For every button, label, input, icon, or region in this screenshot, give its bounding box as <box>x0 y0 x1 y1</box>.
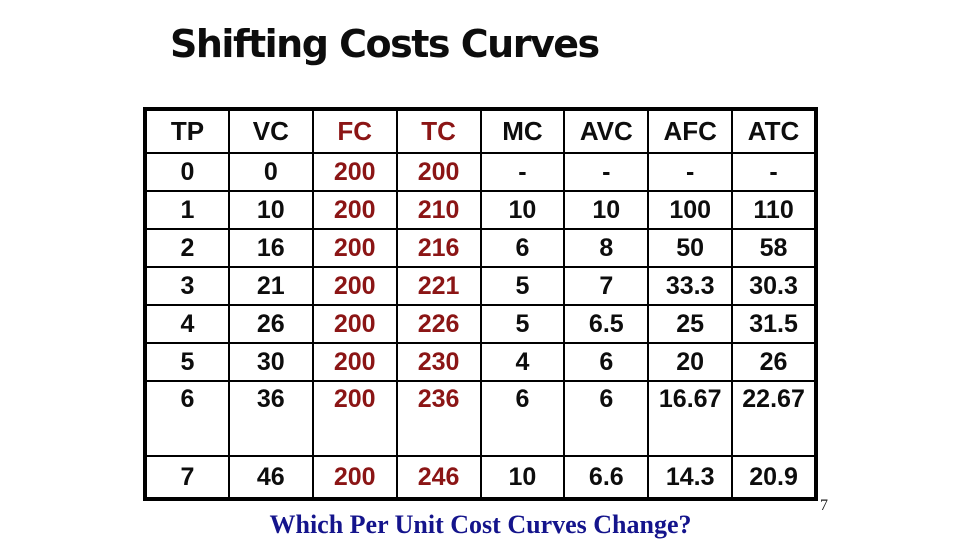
cost-table: TP VC FC TC MC AVC AFC ATC 0 0 200 200- - - -1 10 200 210… <box>143 107 818 501</box>
table-cell: 7 <box>144 455 230 500</box>
table-cell: 8 <box>563 228 650 268</box>
table-cell: 33.3 <box>647 266 734 306</box>
table-cell: 200 <box>311 228 398 268</box>
table-cell: 20.9 <box>731 455 817 500</box>
table-cell: 50 <box>647 228 734 268</box>
table-cell: 200 <box>311 266 398 306</box>
column-header-tc: TC <box>395 108 482 154</box>
table-cell: 216 <box>395 228 482 268</box>
table-cell: 0 <box>227 152 314 192</box>
table-cell: 200 <box>311 152 398 192</box>
table-cell: 1 <box>144 190 230 230</box>
table-cell: - <box>563 152 650 192</box>
table-cell: 5 <box>479 304 566 344</box>
table-cell: - <box>731 152 817 192</box>
table-cell: 221 <box>395 266 482 306</box>
table-cell: 6 <box>563 342 650 382</box>
table-cell: 3 <box>144 266 230 306</box>
table-cell: - <box>479 152 566 192</box>
table-row: 5 30 200 230 4 6 20 26 <box>144 342 817 382</box>
table-cell: 16 <box>227 228 314 268</box>
column-header-vc: VC <box>227 108 314 154</box>
table-cell: 5 <box>144 342 230 382</box>
table-cell: 6.5 <box>563 304 650 344</box>
table-cell: 2 <box>144 228 230 268</box>
table-cell: 6 <box>563 380 650 457</box>
table-cell: 6.6 <box>563 455 650 500</box>
table-cell: 210 <box>395 190 482 230</box>
table-cell: 200 <box>311 304 398 344</box>
table-cell: 20 <box>647 342 734 382</box>
table-cell: 5 <box>479 266 566 306</box>
table-cell: 6 <box>144 380 230 457</box>
table-cell: 10 <box>479 190 566 230</box>
column-header-avc: AVC <box>563 108 650 154</box>
table-cell: 30 <box>227 342 314 382</box>
table-cell: 110 <box>731 190 817 230</box>
column-header-tp: TP <box>144 108 230 154</box>
table-cell: 246 <box>395 455 482 500</box>
table-cell: 21 <box>227 266 314 306</box>
table-row: 6 36 200 236 6 6 16.67 22.67 <box>144 380 817 457</box>
table-cell: 25 <box>647 304 734 344</box>
table-cell: 7 <box>563 266 650 306</box>
table-cell: 26 <box>731 342 817 382</box>
table-cell: 200 <box>395 152 482 192</box>
column-header-afc: AFC <box>647 108 734 154</box>
table-row: 3 21 200 221 5 7 33.3 30.3 <box>144 266 817 306</box>
table-cell: 100 <box>647 190 734 230</box>
table-cell: 6 <box>479 228 566 268</box>
table-cell: 31.5 <box>731 304 817 344</box>
table-cell: 236 <box>395 380 482 457</box>
table-cell: 14.3 <box>647 455 734 500</box>
table-cell: 10 <box>227 190 314 230</box>
table-cell: 6 <box>479 380 566 457</box>
table-cell: 46 <box>227 455 314 500</box>
table-row: 2 16 200 216 6 8 50 58 <box>144 228 817 268</box>
table-cell: 30.3 <box>731 266 817 306</box>
table-cell: 230 <box>395 342 482 382</box>
table-row: 4 26 200 226 5 6.5 25 31.5 <box>144 304 817 344</box>
slide-caption: Which Per Unit Cost Curves Change? <box>269 510 692 539</box>
table-cell: 10 <box>563 190 650 230</box>
table-cell: 200 <box>311 342 398 382</box>
slide-title: Shifting Costs Curves <box>170 22 600 66</box>
column-header-atc: ATC <box>731 108 817 154</box>
header-row: TP VC FC TC MC AVC AFC ATC <box>144 108 817 154</box>
table-cell: 22.67 <box>731 380 817 457</box>
table-row: 7 46 200 246 10 6.6 14.3 20.9 <box>144 455 817 500</box>
table-row: 1 10 200 210 10 10 100 110 <box>144 190 817 230</box>
table-cell: 58 <box>731 228 817 268</box>
column-header-mc: MC <box>479 108 566 154</box>
table-row: 0 0 200 200- - - - <box>144 152 817 192</box>
table-cell: 4 <box>479 342 566 382</box>
table-cell: - <box>647 152 734 192</box>
table-cell: 16.67 <box>647 380 734 457</box>
table-cell: 200 <box>311 455 398 500</box>
table-cell: 200 <box>311 190 398 230</box>
table-cell: 10 <box>479 455 566 500</box>
table-cell: 4 <box>144 304 230 344</box>
table-cell: 0 <box>144 152 230 192</box>
table-cell: 226 <box>395 304 482 344</box>
column-header-fc: FC <box>311 108 398 154</box>
table-cell: 26 <box>227 304 314 344</box>
page-number: 7 <box>820 497 828 514</box>
table-cell: 36 <box>227 380 314 457</box>
table-cell: 200 <box>311 380 398 457</box>
